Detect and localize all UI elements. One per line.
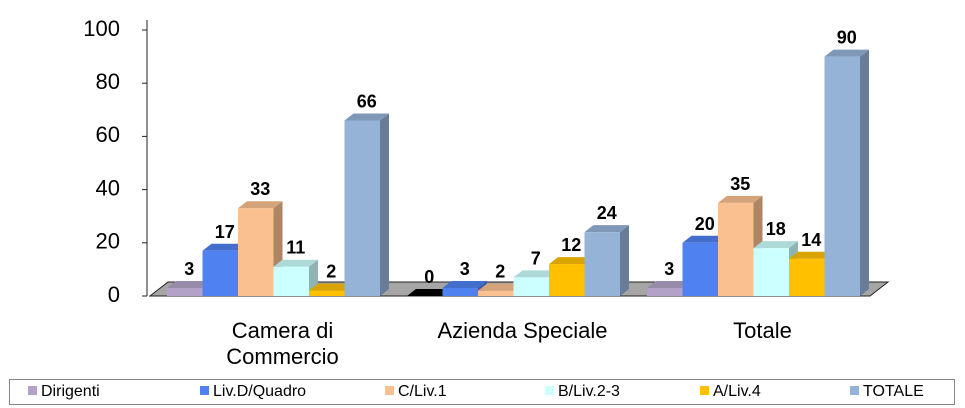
bar [753, 248, 789, 296]
bar [682, 242, 718, 296]
bar-top [753, 241, 798, 249]
y-tick-label: 80 [96, 69, 120, 94]
x-tick-label: Camera di Commercio [226, 318, 339, 369]
legend-swatch [850, 386, 859, 395]
bar-top [824, 49, 869, 57]
value-label: 33 [250, 179, 270, 199]
legend-label: TOTALE [863, 383, 924, 400]
bar-top [584, 225, 629, 233]
bar-side [620, 225, 629, 296]
x-tick-label: Azienda Speciale [437, 318, 608, 343]
bar [789, 258, 825, 296]
bar-top [789, 251, 834, 259]
bar-top [407, 289, 452, 296]
bar-top [513, 270, 558, 278]
y-tick-label: 20 [96, 229, 120, 254]
y-tick-label: 100 [83, 16, 120, 41]
bar [344, 120, 380, 296]
bar-top [478, 283, 523, 291]
bar [442, 288, 478, 296]
value-label: 90 [837, 28, 857, 48]
bar-top [718, 195, 763, 203]
value-label: 2 [326, 262, 336, 282]
legend-label: Liv.D/Quadro [213, 383, 307, 400]
legend-label: C/Liv.1 [398, 383, 447, 400]
value-label: 11 [286, 238, 305, 258]
legend-swatch [28, 386, 37, 395]
bar [273, 266, 309, 296]
value-label: 24 [597, 203, 617, 223]
bar-side [380, 113, 389, 296]
legend-entry: Liv.D/Quadro [200, 383, 306, 401]
value-label: 3 [664, 259, 674, 279]
value-label: 17 [215, 222, 235, 242]
bar-side [860, 49, 869, 296]
bar [238, 208, 274, 296]
value-label: 66 [357, 91, 377, 111]
legend-entry: Dirigenti [28, 383, 100, 401]
bar-top [442, 281, 487, 289]
legend-swatch [545, 386, 554, 395]
bar-top [309, 283, 354, 291]
bar-top [202, 243, 247, 251]
bar-top [273, 259, 318, 267]
bar [584, 232, 620, 296]
plot-area: 0 20 40 60 80 100 3 17 33 11 2 66 0 3 2 7 12 24 3 20 35 18 14 9… [83, 16, 890, 307]
x-tick-label: Totale [733, 318, 792, 343]
value-label: 3 [460, 259, 470, 279]
bar [202, 250, 238, 296]
value-label: 0 [424, 267, 434, 287]
bar [513, 277, 549, 296]
legend-label: B/Liv.2-3 [558, 383, 620, 400]
y-tick-label: 60 [96, 122, 120, 147]
value-label: 14 [801, 230, 821, 250]
legend-swatch [700, 386, 709, 395]
value-label: 12 [561, 235, 581, 255]
legend-entry: B/Liv.2-3 [545, 383, 620, 401]
legend-label: Dirigenti [41, 383, 100, 400]
bar [549, 264, 585, 296]
value-label: 7 [531, 248, 541, 268]
value-label: 3 [184, 259, 194, 279]
value-label: 20 [695, 214, 715, 234]
legend-entry: C/Liv.1 [385, 383, 447, 401]
value-label: 35 [730, 174, 750, 194]
bar-top [344, 113, 389, 121]
legend-swatch [200, 386, 209, 395]
bar-top [682, 235, 727, 243]
value-label: 18 [766, 219, 786, 239]
legend-entry: TOTALE [850, 383, 924, 401]
bar [647, 288, 683, 296]
bar-top [549, 257, 594, 265]
bar [718, 202, 754, 296]
legend-entry: A/Liv.4 [700, 383, 761, 401]
legend: Dirigenti Liv.D/Quadro C/Liv.1 B/Liv.2-3 A/L… [9, 379, 955, 405]
legend-swatch [385, 386, 394, 395]
bar [824, 56, 860, 296]
y-tick-label: 0 [108, 282, 120, 307]
bar-top [647, 281, 692, 289]
y-tick-label: 40 [96, 175, 120, 200]
bar [309, 290, 345, 296]
legend-label: A/Liv.4 [713, 383, 761, 400]
value-label: 2 [495, 262, 505, 282]
bar [478, 290, 514, 296]
bar-top [238, 201, 283, 209]
bar [167, 288, 203, 296]
bar-top [167, 281, 212, 289]
